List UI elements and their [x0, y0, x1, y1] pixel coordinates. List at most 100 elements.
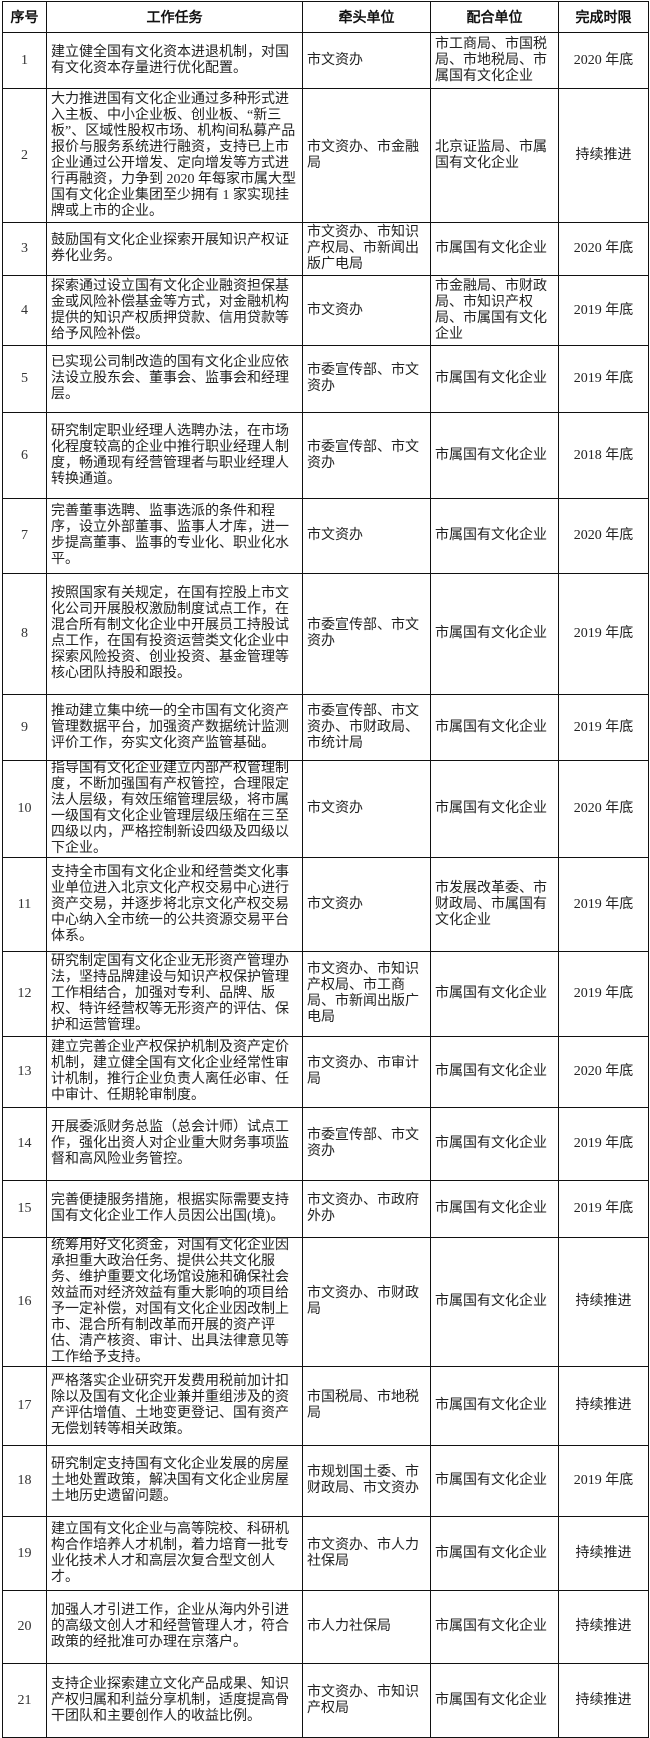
- lead-unit-cell: 市文资办、市审计局: [302, 1036, 431, 1108]
- table-row: 10 指导国有文化企业建立内部产权管理制度，不断加强国有产权管控，合理限定法人层级…: [2, 760, 649, 858]
- lead-unit-cell: 市文资办: [302, 32, 431, 89]
- lead-unit-cell: 市国税局、市地税局: [302, 1366, 431, 1446]
- lead-unit-cell: 市文资办、市财政局: [302, 1237, 431, 1367]
- deadline-cell: 2019 年底: [558, 573, 649, 695]
- lead-unit-cell: 市文资办: [302, 760, 431, 858]
- deadline-cell: 2019 年底: [558, 857, 649, 952]
- deadline-cell: 2018 年底: [558, 412, 649, 499]
- table-row: 14 开展委派财务总监（总会计师）试点工作，强化出资人对企业重大财务事项监督和高风…: [2, 1107, 649, 1181]
- cooperating-unit-cell: 市属国有文化企业: [430, 1516, 559, 1591]
- cooperating-unit-cell: 市属国有文化企业: [430, 1180, 559, 1238]
- row-number: 20: [2, 1590, 47, 1664]
- lead-unit-cell: 市委宣传部、市文资办: [302, 345, 431, 413]
- row-number: 18: [2, 1445, 47, 1517]
- table-row: 7 完善董事选聘、监事选派的条件和程序，设立外部董事、监事人才库，进一步提高董事、…: [2, 498, 649, 574]
- task-cell: 建立健全国有文化资本进退机制，对国有文化资本存量进行优化配置。: [46, 32, 303, 89]
- table-row: 9 推动建立集中统一的全市国有文化资产管理数据平台，加强资产数据统计监测评价工作，…: [2, 694, 649, 761]
- row-number: 14: [2, 1107, 47, 1181]
- cooperating-unit-cell: 市金融局、市财政局、市知识产权局、市属国有文化企业: [430, 275, 559, 346]
- deadline-cell: 2020 年底: [558, 760, 649, 858]
- deadline-cell: 2020 年底: [558, 498, 649, 574]
- task-cell: 按照国家有关规定，在国有控股上市文化公司开展股权激励制度试点工作，在混合所有制文…: [46, 573, 303, 695]
- lead-unit-cell: 市文资办、市知识产权局: [302, 1663, 431, 1738]
- cooperating-unit-cell: 北京证监局、市属国有文化企业: [430, 88, 559, 223]
- cooperating-unit-cell: 市属国有文化企业: [430, 412, 559, 499]
- lead-unit-cell: 市委宣传部、市文资办: [302, 1107, 431, 1181]
- task-cell: 鼓励国有文化企业探索开展知识产权证券化业务。: [46, 222, 303, 276]
- table-header-row: 序号 工作任务 牵头单位 配合单位 完成时限: [2, 1, 649, 33]
- task-cell: 建立国有文化企业与高等院校、科研机构合作培养人才机制，着力培育一批专业化技术人才…: [46, 1516, 303, 1591]
- cooperating-unit-cell: 市属国有文化企业: [430, 1366, 559, 1446]
- row-number: 11: [2, 857, 47, 952]
- lead-unit-cell: 市文资办、市知识产权局、市新闻出版广电局: [302, 222, 431, 276]
- row-number: 15: [2, 1180, 47, 1238]
- cooperating-unit-cell: 市属国有文化企业: [430, 760, 559, 858]
- row-number: 16: [2, 1237, 47, 1367]
- task-cell: 完善董事选聘、监事选派的条件和程序，设立外部董事、监事人才库，进一步提高董事、监…: [46, 498, 303, 574]
- cooperating-unit-cell: 市属国有文化企业: [430, 498, 559, 574]
- task-cell: 指导国有文化企业建立内部产权管理制度，不断加强国有产权管控，合理限定法人层级，有…: [46, 760, 303, 858]
- lead-unit-cell: 市人力社保局: [302, 1590, 431, 1664]
- table-row: 12 研究制定国有文化企业无形资产管理办法，坚持品牌建设与知识产权保护管理工作相结…: [2, 951, 649, 1037]
- row-number: 17: [2, 1366, 47, 1446]
- row-number: 3: [2, 222, 47, 276]
- header-cooperating-unit: 配合单位: [430, 1, 559, 33]
- lead-unit-cell: 市规划国土委、市财政局、市文资办: [302, 1445, 431, 1517]
- cooperating-unit-cell: 市属国有文化企业: [430, 573, 559, 695]
- table-row: 11 支持全市国有文化企业和经营类文化事业单位进入北京文化产权交易中心进行资产交易…: [2, 857, 649, 952]
- table-row: 13 建立完善企业产权保护机制及资产定价机制，建立健全国有文化企业经常性审计机制，…: [2, 1036, 649, 1108]
- cooperating-unit-cell: 市发展改革委、市财政局、市属国有文化企业: [430, 857, 559, 952]
- deadline-cell: 2020 年底: [558, 32, 649, 89]
- table-row: 21 支持企业探索建立文化产品成果、知识产权归属和利益分享机制，适度提高骨干团队和…: [2, 1663, 649, 1738]
- row-number: 1: [2, 32, 47, 89]
- deadline-cell: 2019 年底: [558, 1107, 649, 1181]
- table-row: 1 建立健全国有文化资本进退机制，对国有文化资本存量进行优化配置。 市文资办 市工商局…: [2, 32, 649, 89]
- task-cell: 完善便捷服务措施，根据实际需要支持国有文化企业工作人员因公出国(境)。: [46, 1180, 303, 1238]
- lead-unit-cell: 市文资办、市人力社保局: [302, 1516, 431, 1591]
- table-row: 8 按照国家有关规定，在国有控股上市文化公司开展股权激励制度试点工作，在混合所有制…: [2, 573, 649, 695]
- cooperating-unit-cell: 市属国有文化企业: [430, 1590, 559, 1664]
- deadline-cell: 2019 年底: [558, 951, 649, 1037]
- task-cell: 已实现公司制改造的国有文化企业应依法设立股东会、董事会、监事会和经理层。: [46, 345, 303, 413]
- deadline-cell: 2019 年底: [558, 1180, 649, 1238]
- cooperating-unit-cell: 市属国有文化企业: [430, 1237, 559, 1367]
- deadline-cell: 持续推进: [558, 88, 649, 223]
- table-row: 16 统筹用好文化资金，对国有文化企业因承担重大政治任务、提供公共文化服务、维护重…: [2, 1237, 649, 1367]
- cooperating-unit-cell: 市属国有文化企业: [430, 1107, 559, 1181]
- task-cell: 探索通过设立国有文化企业融资担保基金或风险补偿基金等方式，对金融机构提供的知识产…: [46, 275, 303, 346]
- task-cell: 研究制定国有文化企业无形资产管理办法，坚持品牌建设与知识产权保护管理工作相结合，…: [46, 951, 303, 1037]
- cooperating-unit-cell: 市工商局、市国税局、市地税局、市属国有文化企业: [430, 32, 559, 89]
- row-number: 7: [2, 498, 47, 574]
- table-row: 17 严格落实企业研究开发费用税前加计扣除以及国有文化企业兼并重组涉及的资产评估增…: [2, 1366, 649, 1446]
- table-row: 4 探索通过设立国有文化企业融资担保基金或风险补偿基金等方式，对金融机构提供的知识…: [2, 275, 649, 346]
- cooperating-unit-cell: 市属国有文化企业: [430, 951, 559, 1037]
- deadline-cell: 2019 年底: [558, 345, 649, 413]
- row-number: 5: [2, 345, 47, 413]
- table-row: 2 大力推进国有文化企业通过多种形式进入主板、中小企业板、创业板、“新三板”、区域…: [2, 88, 649, 223]
- row-number: 6: [2, 412, 47, 499]
- task-cell: 统筹用好文化资金，对国有文化企业因承担重大政治任务、提供公共文化服务、维护重要文…: [46, 1237, 303, 1367]
- table-row: 3 鼓励国有文化企业探索开展知识产权证券化业务。 市文资办、市知识产权局、市新闻出版…: [2, 222, 649, 276]
- deadline-cell: 2020 年底: [558, 1036, 649, 1108]
- deadline-cell: 持续推进: [558, 1663, 649, 1738]
- task-cell: 研究制定职业经理人选聘办法，在市场化程度较高的企业中推行职业经理人制度，畅通现有…: [46, 412, 303, 499]
- table-row: 15 完善便捷服务措施，根据实际需要支持国有文化企业工作人员因公出国(境)。 市文资…: [2, 1180, 649, 1238]
- header-number: 序号: [2, 1, 47, 33]
- task-cell: 推动建立集中统一的全市国有文化资产管理数据平台，加强资产数据统计监测评价工作，夯…: [46, 694, 303, 761]
- lead-unit-cell: 市委宣传部、市文资办: [302, 412, 431, 499]
- deadline-cell: 2019 年底: [558, 1445, 649, 1517]
- deadline-cell: 2019 年底: [558, 275, 649, 346]
- deadline-cell: 持续推进: [558, 1237, 649, 1367]
- row-number: 4: [2, 275, 47, 346]
- row-number: 12: [2, 951, 47, 1037]
- header-deadline: 完成时限: [558, 1, 649, 33]
- task-cell: 支持全市国有文化企业和经营类文化事业单位进入北京文化产权交易中心进行资产交易，并…: [46, 857, 303, 952]
- row-number: 21: [2, 1663, 47, 1738]
- row-number: 2: [2, 88, 47, 223]
- table-row: 19 建立国有文化企业与高等院校、科研机构合作培养人才机制，着力培育一批专业化技术…: [2, 1516, 649, 1591]
- row-number: 8: [2, 573, 47, 695]
- header-lead-unit: 牵头单位: [302, 1, 431, 33]
- deadline-cell: 持续推进: [558, 1590, 649, 1664]
- task-cell: 开展委派财务总监（总会计师）试点工作，强化出资人对企业重大财务事项监督和高风险业…: [46, 1107, 303, 1181]
